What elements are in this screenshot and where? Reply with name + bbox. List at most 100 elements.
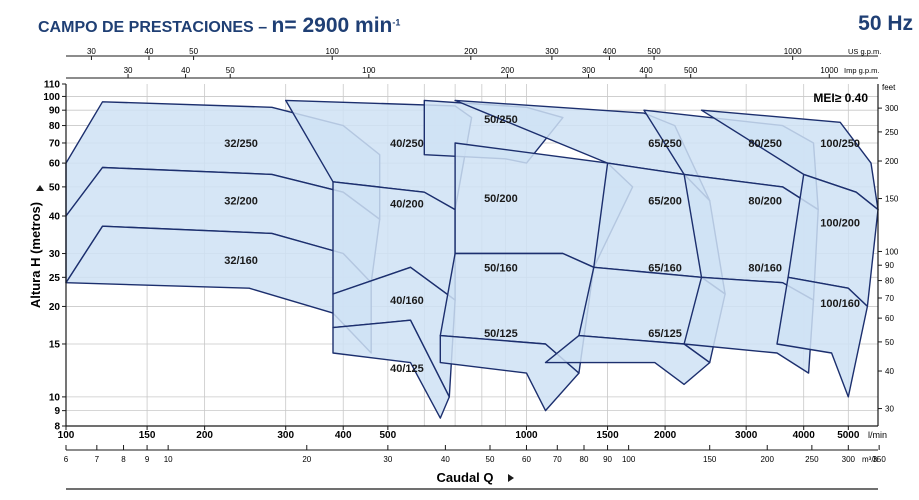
x-unit-label: l/min xyxy=(868,430,887,440)
x-imp-tick-label: 400 xyxy=(639,66,653,75)
y-feet-tick-label: 40 xyxy=(885,367,894,376)
series-labels: 32/250 32/200 32/160 40/250 40/200 40/160 40/1… xyxy=(224,114,860,375)
x2-tick-label: 7 xyxy=(95,455,100,464)
x-imp-tick-label: 100 xyxy=(362,66,376,75)
y-tick-label: 100 xyxy=(43,92,60,103)
y-feet-tick-label: 200 xyxy=(885,157,899,166)
y-tick-label: 90 xyxy=(49,106,61,117)
x-imp-tick-label: 200 xyxy=(501,66,515,75)
x2-tick-label: 6 xyxy=(64,455,69,464)
x-tick-label: 500 xyxy=(380,430,397,441)
series-area-50-125 xyxy=(439,334,580,412)
x-us-tick-label: 40 xyxy=(145,47,154,56)
y-feet-tick-label: 150 xyxy=(885,195,899,204)
series-label-40-125: 40/125 xyxy=(390,363,424,375)
series-label-50-200: 50/200 xyxy=(484,193,518,205)
x-axis-label: Caudal Q xyxy=(436,470,493,485)
series-label-40-200: 40/200 xyxy=(390,199,424,211)
speed-exp: -1 xyxy=(392,17,401,28)
y-feet-tick-label: 60 xyxy=(885,314,894,323)
y-feet-tick-label: 300 xyxy=(885,104,899,113)
y-tick-label: 60 xyxy=(49,159,61,170)
speed-label: n= 2900 min xyxy=(271,14,393,37)
x-imp-tick-label: 50 xyxy=(226,66,235,75)
series-label-50-250: 50/250 xyxy=(484,114,518,126)
x-tick-label: 400 xyxy=(335,430,352,441)
x-tick-label: 150 xyxy=(139,430,156,441)
series-label-32-200: 32/200 xyxy=(224,196,258,208)
y-feet-unit: feet xyxy=(882,83,896,92)
series-label-32-160: 32/160 xyxy=(224,255,258,267)
series-area-40-125 xyxy=(332,319,450,419)
x-label-arrow xyxy=(508,474,514,482)
x-us-tick-label: 200 xyxy=(464,47,478,56)
x2-unit-label: m³/h xyxy=(862,455,878,464)
x-tick-label: 1000 xyxy=(515,430,538,441)
y-feet-tick-label: 90 xyxy=(885,261,894,270)
x-us-tick-label: 500 xyxy=(647,47,661,56)
y-tick-label: 110 xyxy=(44,80,61,91)
x-imp-unit-label: Imp g.p.m. xyxy=(844,66,879,75)
series-label-80-160: 80/160 xyxy=(748,262,782,274)
x2-tick-label: 50 xyxy=(486,455,495,464)
series-label-100-160: 100/160 xyxy=(820,298,860,310)
x-us-tick-label: 100 xyxy=(326,47,340,56)
y-feet-tick-label: 250 xyxy=(885,128,899,137)
y-tick-label: 25 xyxy=(49,273,61,284)
title-dash: – xyxy=(258,19,268,36)
x2-tick-label: 70 xyxy=(553,455,562,464)
y-tick-label: 15 xyxy=(49,339,61,350)
x-tick-label: 100 xyxy=(58,430,75,441)
x-imp-tick-label: 30 xyxy=(124,66,133,75)
series-label-50-160: 50/160 xyxy=(484,262,518,274)
x2-tick-label: 250 xyxy=(805,455,819,464)
x2-tick-label: 100 xyxy=(622,455,636,464)
x-tick-label: 200 xyxy=(196,430,213,441)
series-label-65-250: 65/250 xyxy=(648,138,682,150)
y-feet-tick-label: 80 xyxy=(885,277,894,286)
title-prefix: CAMPO DE PRESTACIONES xyxy=(38,19,254,36)
x2-tick-label: 200 xyxy=(761,455,775,464)
mei-annotation: MEI≥ 0.40 xyxy=(813,91,868,105)
y-axis-label: Altura H (metros) xyxy=(28,202,43,308)
x2-tick-label: 60 xyxy=(522,455,531,464)
y-tick-label: 50 xyxy=(49,182,61,193)
x-imp-tick-label: 300 xyxy=(582,66,596,75)
x-tick-label: 4000 xyxy=(793,430,816,441)
x2-tick-label: 80 xyxy=(580,455,589,464)
chart-title: CAMPO DE PRESTACIONES – n= 2900 min-1 xyxy=(38,14,400,38)
x2-tick-label: 300 xyxy=(842,455,856,464)
plot-frame xyxy=(65,84,879,427)
y-tick-label: 70 xyxy=(49,138,61,149)
x-tick-label: 5000 xyxy=(837,430,860,441)
y-tick-label: 30 xyxy=(49,249,61,260)
y-tick-label: 40 xyxy=(49,211,61,222)
y-label-arrow xyxy=(36,185,44,191)
y-tick-label: 9 xyxy=(54,406,60,417)
x-tick-label: 3000 xyxy=(735,430,758,441)
x2-tick-label: 9 xyxy=(145,455,150,464)
y-tick-label: 8 xyxy=(54,422,60,433)
x-us-unit-label: US g.p.m. xyxy=(848,47,881,56)
series-area-100-160 xyxy=(776,276,869,398)
y-tick-label: 20 xyxy=(49,302,61,313)
y-feet-tick-label: 100 xyxy=(885,247,899,256)
x2-tick-label: 8 xyxy=(121,455,126,464)
series-label-65-200: 65/200 xyxy=(648,196,682,208)
x-us-tick-label: 50 xyxy=(189,47,198,56)
x2-tick-label: 150 xyxy=(703,455,717,464)
series-group xyxy=(65,99,879,419)
frequency-label: 50 Hz xyxy=(858,12,913,35)
series-label-65-125: 65/125 xyxy=(648,328,682,340)
y-feet-tick-label: 50 xyxy=(885,338,894,347)
x-us-tick-label: 1000 xyxy=(784,47,802,56)
x-tick-label: 1500 xyxy=(596,430,619,441)
y-feet-tick-label: 70 xyxy=(885,294,894,303)
y-tick-label: 80 xyxy=(49,121,61,132)
x-us-tick-label: 400 xyxy=(603,47,617,56)
series-label-50-125: 50/125 xyxy=(484,328,518,340)
x-imp-tick-label: 500 xyxy=(684,66,698,75)
x-us-tick-label: 300 xyxy=(545,47,559,56)
